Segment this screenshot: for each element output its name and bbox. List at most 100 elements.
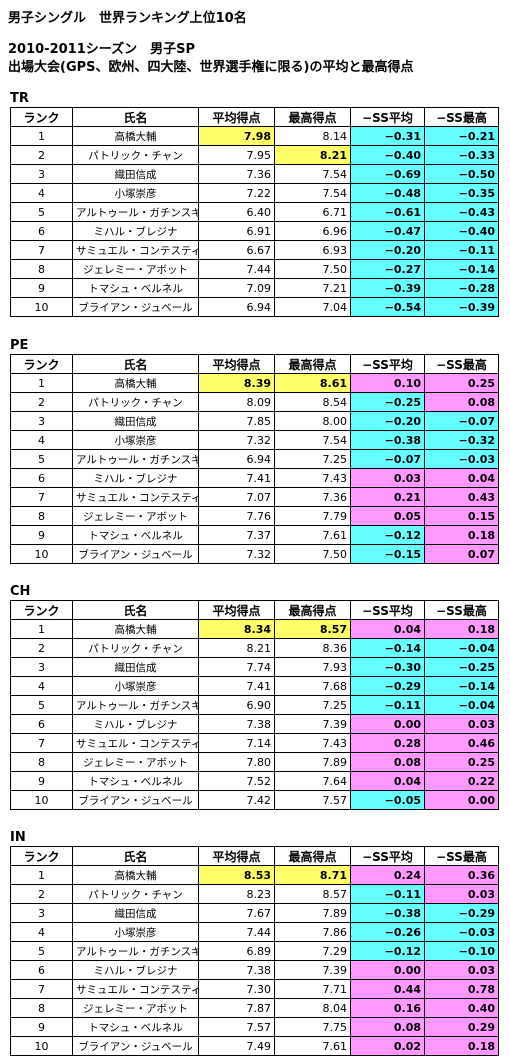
- average-score-cell: 7.76: [198, 506, 275, 526]
- max-score-cell: 7.54: [274, 183, 351, 203]
- max-score-cell: 7.25: [274, 449, 351, 469]
- header-max: 最高得点: [274, 600, 351, 620]
- name-cell: トマシュ・ベルネル: [72, 525, 199, 545]
- description-subtitle: 出場大会(GPS、欧州、四大陸、世界選手権に限る)の平均と最高得点: [8, 60, 414, 75]
- rank-cell: 4: [10, 430, 73, 450]
- max-score-cell: 7.43: [274, 733, 351, 753]
- ss-max-cell: −0.11: [424, 240, 499, 260]
- name-cell: ブライアン・ジュベール: [72, 790, 199, 810]
- ss-average-cell: 0.10: [350, 373, 425, 393]
- rank-cell: 7: [10, 487, 73, 507]
- header-average: 平均得点: [198, 600, 275, 620]
- ss-average-cell: −0.69: [350, 164, 425, 184]
- table-row: 1 高橋大輔 8.39 8.61 0.10 0.25: [10, 373, 499, 393]
- ranking-table: ランク 氏名 平均得点 最高得点 −SS平均 −SS最高 1 高橋大輔 7.98 8.14 −0.3…: [10, 107, 499, 317]
- rank-cell: 8: [10, 506, 73, 526]
- rank-cell: 6: [10, 221, 73, 241]
- name-cell: トマシュ・ベルネル: [72, 1017, 199, 1037]
- ss-average-cell: −0.11: [350, 695, 425, 715]
- average-score-cell: 8.34: [198, 619, 275, 639]
- ss-average-cell: 0.05: [350, 506, 425, 526]
- ss-max-cell: −0.33: [424, 145, 499, 165]
- average-score-cell: 6.67: [198, 240, 275, 260]
- name-cell: ブライアン・ジュベール: [72, 1036, 199, 1056]
- ss-max-cell: −0.03: [424, 449, 499, 469]
- rank-cell: 6: [10, 960, 73, 980]
- season-subtitle: 2010-2011シーズン 男子SP: [8, 42, 195, 57]
- max-score-cell: 8.21: [274, 145, 351, 165]
- header-ss-max: −SS最高: [424, 354, 499, 374]
- average-score-cell: 7.52: [198, 771, 275, 791]
- average-score-cell: 8.53: [198, 865, 275, 885]
- section-label: PE: [10, 338, 29, 353]
- average-score-cell: 7.38: [198, 960, 275, 980]
- table-row: 1 高橋大輔 8.53 8.71 0.24 0.36: [10, 865, 499, 885]
- ss-max-cell: −0.04: [424, 638, 499, 658]
- average-score-cell: 7.44: [198, 259, 275, 279]
- header-ss-max: −SS最高: [424, 107, 499, 127]
- name-cell: パトリック・チャン: [72, 884, 199, 904]
- name-cell: ミハル・ブレジナ: [72, 714, 199, 734]
- rank-cell: 3: [10, 657, 73, 677]
- rank-cell: 9: [10, 771, 73, 791]
- table-row: 1 高橋大輔 7.98 8.14 −0.31 −0.21: [10, 126, 499, 146]
- average-score-cell: 7.57: [198, 1017, 275, 1037]
- ss-average-cell: −0.11: [350, 884, 425, 904]
- table-row: 10 ブライアン・ジュベール 7.42 7.57 −0.05 0.00: [10, 790, 499, 810]
- table-row: 4 小塚崇彦 7.41 7.68 −0.29 −0.14: [10, 676, 499, 696]
- header-ss-max: −SS最高: [424, 846, 499, 866]
- ss-average-cell: −0.20: [350, 240, 425, 260]
- name-cell: アルトゥール・ガチンスキー: [72, 449, 199, 469]
- name-cell: ミハル・ブレジナ: [72, 221, 199, 241]
- ss-max-cell: 0.25: [424, 752, 499, 772]
- table-row: 2 パトリック・チャン 8.21 8.36 −0.14 −0.04: [10, 638, 499, 658]
- ss-max-cell: 0.40: [424, 998, 499, 1018]
- header-ss-average: −SS平均: [350, 354, 425, 374]
- rank-cell: 5: [10, 449, 73, 469]
- average-score-cell: 7.87: [198, 998, 275, 1018]
- table-row: 8 ジェレミー・アボット 7.44 7.50 −0.27 −0.14: [10, 259, 499, 279]
- ss-average-cell: −0.39: [350, 278, 425, 298]
- ss-max-cell: 0.03: [424, 714, 499, 734]
- max-score-cell: 8.61: [274, 373, 351, 393]
- table-row: 4 小塚崇彦 7.44 7.86 −0.26 −0.03: [10, 922, 499, 942]
- name-cell: ブライアン・ジュベール: [72, 297, 199, 317]
- max-score-cell: 7.68: [274, 676, 351, 696]
- rank-cell: 1: [10, 126, 73, 146]
- ss-average-cell: 0.00: [350, 714, 425, 734]
- average-score-cell: 7.41: [198, 468, 275, 488]
- ss-average-cell: 0.03: [350, 468, 425, 488]
- ss-max-cell: 0.04: [424, 468, 499, 488]
- table-row: 3 織田信成 7.67 7.89 −0.38 −0.29: [10, 903, 499, 923]
- max-score-cell: 7.25: [274, 695, 351, 715]
- ss-max-cell: −0.10: [424, 941, 499, 961]
- max-score-cell: 7.43: [274, 468, 351, 488]
- max-score-cell: 7.54: [274, 164, 351, 184]
- ss-average-cell: 0.04: [350, 619, 425, 639]
- average-score-cell: 7.74: [198, 657, 275, 677]
- name-cell: ジェレミー・アボット: [72, 752, 199, 772]
- table-row: 2 パトリック・チャン 8.09 8.54 −0.25 0.08: [10, 392, 499, 412]
- average-score-cell: 7.49: [198, 1036, 275, 1056]
- rank-cell: 5: [10, 695, 73, 715]
- ss-average-cell: −0.38: [350, 430, 425, 450]
- rank-cell: 3: [10, 903, 73, 923]
- header-max: 最高得点: [274, 107, 351, 127]
- table-row: 10 ブライアン・ジュベール 6.94 7.04 −0.54 −0.39: [10, 297, 499, 317]
- document-title: 男子シングル 世界ランキング上位10名: [8, 11, 247, 26]
- average-score-cell: 6.94: [198, 297, 275, 317]
- table-row: 7 サミュエル・コンテスティ 7.14 7.43 0.28 0.46: [10, 733, 499, 753]
- average-score-cell: 7.98: [198, 126, 275, 146]
- rank-cell: 2: [10, 884, 73, 904]
- average-score-cell: 7.95: [198, 145, 275, 165]
- rank-cell: 2: [10, 638, 73, 658]
- ss-average-cell: −0.54: [350, 297, 425, 317]
- rank-cell: 7: [10, 979, 73, 999]
- rank-cell: 10: [10, 1036, 73, 1056]
- rank-cell: 7: [10, 733, 73, 753]
- max-score-cell: 7.89: [274, 752, 351, 772]
- rank-cell: 8: [10, 259, 73, 279]
- name-cell: 織田信成: [72, 657, 199, 677]
